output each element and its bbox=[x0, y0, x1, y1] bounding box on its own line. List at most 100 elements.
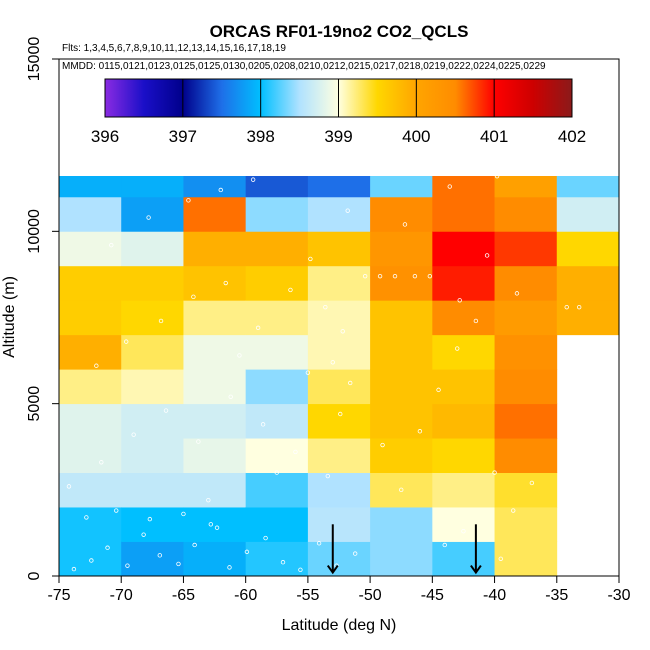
heatmap-cell bbox=[59, 231, 122, 267]
heatmap-cell bbox=[432, 541, 495, 577]
y-tick-label: 15000 bbox=[26, 37, 43, 82]
heatmap-cell bbox=[370, 507, 433, 542]
heatmap-cell bbox=[307, 300, 371, 336]
observation-point bbox=[181, 511, 186, 517]
heatmap-cells bbox=[59, 162, 620, 577]
heatmap-cell bbox=[307, 438, 371, 473]
heatmap-cell bbox=[121, 196, 184, 232]
observation-point bbox=[163, 408, 169, 413]
heatmap-cell bbox=[307, 403, 371, 439]
y-axis-label: Altitude (m) bbox=[1, 276, 18, 358]
plot-frame bbox=[58, 58, 620, 577]
observation-point bbox=[340, 329, 345, 334]
flights-subtitle: Flts: 1,3,4,5,6,7,8,9,10,11,12,13,14,15,… bbox=[62, 43, 286, 54]
observation-point bbox=[123, 339, 129, 344]
heatmap-cell bbox=[494, 507, 558, 542]
heatmap-cell bbox=[432, 265, 495, 301]
y-tick-label: 0 bbox=[26, 571, 43, 580]
observation-point bbox=[511, 508, 516, 513]
heatmap-cell bbox=[59, 300, 122, 336]
observation-point bbox=[191, 294, 196, 300]
y-axis: 0 5000 10000 15000 bbox=[26, 37, 59, 580]
heatmap-cell bbox=[245, 265, 309, 301]
observation-point bbox=[157, 553, 162, 558]
x-tick-label: -40 bbox=[483, 587, 506, 604]
observation-point bbox=[109, 242, 114, 248]
heatmap-cell bbox=[307, 472, 371, 508]
observation-point bbox=[206, 497, 211, 503]
observation-point bbox=[147, 516, 153, 522]
x-axis: -75 -70 -65 -60 -55 -50 -45 -40 -35 -30 bbox=[47, 576, 631, 604]
heatmap-cell bbox=[370, 196, 433, 232]
observation-point bbox=[455, 346, 460, 351]
heatmap-cell bbox=[370, 472, 433, 508]
heatmap-cell bbox=[432, 196, 495, 232]
heatmap-cell bbox=[183, 231, 247, 267]
heatmap-cell bbox=[245, 369, 309, 405]
heatmap-cell bbox=[370, 265, 433, 301]
arrow-head-icon bbox=[470, 564, 482, 575]
heatmap-cell bbox=[307, 231, 371, 267]
heatmap-cell bbox=[59, 265, 122, 301]
observation-point bbox=[442, 542, 447, 548]
heatmap-cell bbox=[245, 403, 309, 439]
observation-point bbox=[417, 429, 423, 434]
heatmap-cell bbox=[370, 300, 433, 336]
heatmap-cell bbox=[121, 300, 184, 336]
heatmap-cell bbox=[432, 438, 495, 473]
heatmap-cell bbox=[121, 334, 184, 370]
x-tick-label: -55 bbox=[296, 587, 319, 604]
heatmap-cell bbox=[370, 541, 433, 577]
heatmap-cell bbox=[432, 300, 495, 336]
heatmap-cell bbox=[245, 438, 309, 473]
observation-point bbox=[237, 353, 242, 358]
heatmap-cell bbox=[121, 507, 184, 542]
heatmap-cell bbox=[370, 438, 433, 473]
x-tick-label: -45 bbox=[421, 587, 444, 604]
heatmap-cell bbox=[121, 231, 184, 267]
observation-point bbox=[293, 449, 298, 455]
heatmap-cell bbox=[494, 265, 558, 301]
observation-point bbox=[348, 380, 353, 386]
heatmap-cell bbox=[245, 300, 309, 336]
heatmap-cell bbox=[245, 334, 309, 370]
observation-point bbox=[114, 508, 119, 513]
colorbar: MMDD: 0115,0121,0123,0125,0125,0130,0205… bbox=[59, 59, 619, 176]
heatmap-cell bbox=[432, 472, 495, 508]
colorbar-tick-label: 396 bbox=[91, 127, 119, 146]
observation-point bbox=[250, 177, 256, 182]
observation-point bbox=[427, 273, 433, 279]
observation-point bbox=[377, 273, 383, 279]
heatmap-cell bbox=[59, 472, 122, 508]
observation-point bbox=[402, 222, 408, 227]
observation-point bbox=[461, 528, 466, 534]
y-tick-label: 5000 bbox=[26, 386, 43, 422]
heatmap-cell bbox=[59, 403, 122, 439]
colorbar-panel bbox=[59, 59, 619, 73]
colorbar-tick-label: 400 bbox=[402, 127, 430, 146]
observation-point bbox=[436, 387, 441, 393]
x-tick-label: -35 bbox=[545, 587, 568, 604]
observation-point bbox=[325, 473, 330, 479]
observation-point bbox=[564, 304, 569, 310]
heatmap-cell bbox=[432, 507, 495, 542]
observation-point bbox=[244, 549, 250, 555]
observation-point bbox=[330, 360, 335, 365]
heatmap-cell bbox=[121, 472, 184, 508]
heatmap-cell bbox=[183, 541, 247, 577]
heatmap-cell bbox=[183, 369, 247, 405]
observation-point bbox=[288, 287, 293, 293]
heatmap-cell bbox=[121, 369, 184, 405]
heatmap-cell bbox=[183, 472, 247, 508]
observation-point bbox=[352, 551, 358, 556]
heatmap-cell bbox=[59, 507, 122, 542]
observation-point bbox=[392, 273, 398, 279]
observation-point bbox=[89, 558, 94, 563]
heatmap-cell bbox=[183, 196, 247, 232]
x-tick-label: -50 bbox=[359, 587, 382, 604]
x-tick-label: -30 bbox=[607, 587, 630, 604]
heatmap-cell bbox=[556, 265, 620, 301]
observation-point bbox=[260, 422, 266, 427]
observation-point bbox=[323, 304, 328, 310]
